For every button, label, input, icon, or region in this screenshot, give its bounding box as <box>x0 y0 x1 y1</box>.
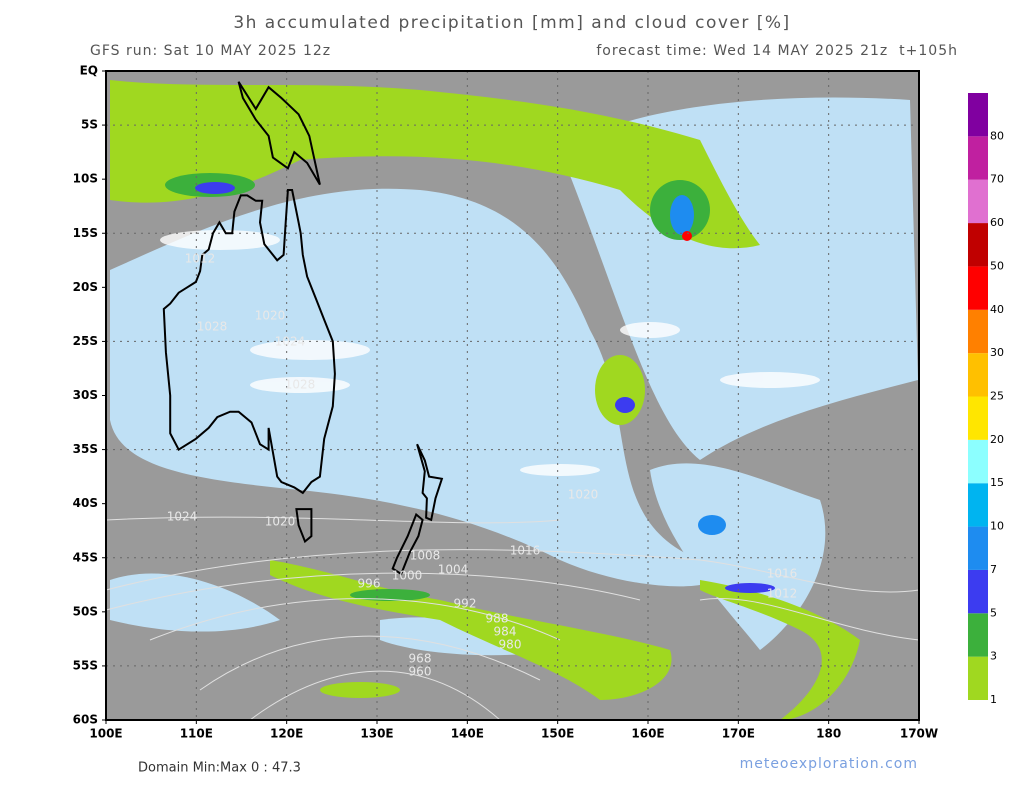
colorbar-swatch <box>968 396 988 440</box>
lon-label: 130E <box>360 727 393 741</box>
title: 3h accumulated precipitation [mm] and cl… <box>233 13 790 33</box>
isobar-label: 1012 <box>767 587 798 601</box>
lon-label: 150E <box>541 727 574 741</box>
isobar-label: 1024 <box>167 510 198 524</box>
isobar-label: 992 <box>454 597 477 611</box>
tasmania-coast <box>295 508 313 544</box>
map-area: 1012 1024 1028 1020 1028 1024 1020 1016 10081004… <box>106 71 919 720</box>
run-label: GFS run: Sat 10 MAY 2025 12z <box>90 43 331 59</box>
colorbar-label: 30 <box>990 346 1004 359</box>
colorbar-swatch <box>968 136 988 180</box>
colorbar-label: 50 <box>990 259 1004 272</box>
lat-label: 40S <box>73 496 98 510</box>
colorbar-swatch <box>968 439 988 484</box>
colorbar-swatch <box>968 179 988 224</box>
colorbar-swatch <box>968 309 988 354</box>
colorbar-swatch <box>968 223 988 267</box>
colorbar-label: 3 <box>990 650 997 663</box>
isobar-label: 960 <box>409 665 432 679</box>
lon-label: 160E <box>631 727 664 741</box>
lon-label: 120E <box>270 727 303 741</box>
lat-label: 30S <box>73 388 98 402</box>
lat-label: 50S <box>73 604 98 618</box>
colorbar-label: 10 <box>990 520 1004 533</box>
isobar-label: 988 <box>486 612 509 626</box>
colorbar-label: 40 <box>990 303 1004 316</box>
isobar-label: 968 <box>409 652 432 666</box>
isobar-label: 1020 <box>265 515 296 529</box>
isobar-label: 980 <box>499 638 522 652</box>
colorbar-swatch <box>968 266 988 310</box>
colorbar-label: 60 <box>990 216 1004 229</box>
axes: EQ5S10S15S20S25S30S35S40S45S50S55S60S100… <box>73 64 938 741</box>
colorbar-swatch <box>968 353 988 397</box>
lat-label: 45S <box>73 550 98 564</box>
isobar-label: 1028 <box>197 320 228 334</box>
colorbar-label: 25 <box>990 390 1004 403</box>
isobar-label: 1016 <box>510 544 541 558</box>
precip-areas <box>110 80 860 720</box>
isobar-label: 984 <box>494 625 517 639</box>
lat-label: 5S <box>81 118 98 132</box>
colorbar-label: 1 <box>990 693 997 706</box>
colorbar-label: 15 <box>990 476 1004 489</box>
new-guinea-coast <box>237 81 321 186</box>
lon-label: 170E <box>722 727 755 741</box>
isobar-label: 1012 <box>185 252 216 266</box>
colorbar-label: 20 <box>990 433 1004 446</box>
lat-label: 15S <box>73 226 98 240</box>
isobar-label: 1024 <box>275 335 306 349</box>
lon-label: 100E <box>89 727 122 741</box>
isobar-label: 1000 <box>392 569 423 583</box>
coastlines <box>162 81 444 576</box>
colorbar-label: 7 <box>990 563 997 576</box>
nz-south-coast <box>391 512 424 576</box>
lon-label: 140E <box>451 727 484 741</box>
colorbar-swatch <box>968 483 988 527</box>
lon-label: 110E <box>180 727 213 741</box>
colorbar-swatch <box>968 569 988 614</box>
isobar-labels: 1012 1024 1028 1020 1028 1024 1020 1016 10081004… <box>167 252 798 679</box>
lat-label: 25S <box>73 334 98 348</box>
colorbar-swatch <box>968 656 988 700</box>
colorbar-label: 5 <box>990 606 997 619</box>
colorbar-swatch <box>968 526 988 570</box>
colorbar-swatch <box>968 93 988 137</box>
colorbar-label: 70 <box>990 173 1004 186</box>
lon-label: 170W <box>900 727 938 741</box>
colorbar: 1 3 5 7 10 15 20 25 30 40 50 60 70 80 <box>968 93 1004 706</box>
lat-label: 10S <box>73 172 98 186</box>
lon-label: 180 <box>816 727 841 741</box>
cloud-edges <box>160 230 820 476</box>
colorbar-label: 80 <box>990 129 1004 142</box>
lat-label: 20S <box>73 280 98 294</box>
isobar-label: 1016 <box>767 567 798 581</box>
graticule <box>106 71 919 720</box>
lat-label: 60S <box>73 713 98 727</box>
domain-minmax: Domain Min:Max 0 : 47.3 <box>138 761 301 776</box>
forecast-label: forecast time: Wed 14 MAY 2025 21z t+105… <box>596 43 958 59</box>
isobar-label: 1020 <box>568 488 599 502</box>
isobar-label: 996 <box>358 577 381 591</box>
isobar-label: 1008 <box>410 549 441 563</box>
colorbar-swatch <box>968 613 988 657</box>
credit: meteoexploration.com <box>740 756 918 772</box>
lat-label: EQ <box>80 64 98 78</box>
nz-north-coast <box>416 443 444 522</box>
isobar-label: 1028 <box>285 378 316 392</box>
isobar-label: 1004 <box>438 563 469 577</box>
lat-label: 55S <box>73 658 98 672</box>
australia-coast <box>162 189 336 495</box>
isobar-label: 1020 <box>255 309 286 323</box>
lat-label: 35S <box>73 442 98 456</box>
